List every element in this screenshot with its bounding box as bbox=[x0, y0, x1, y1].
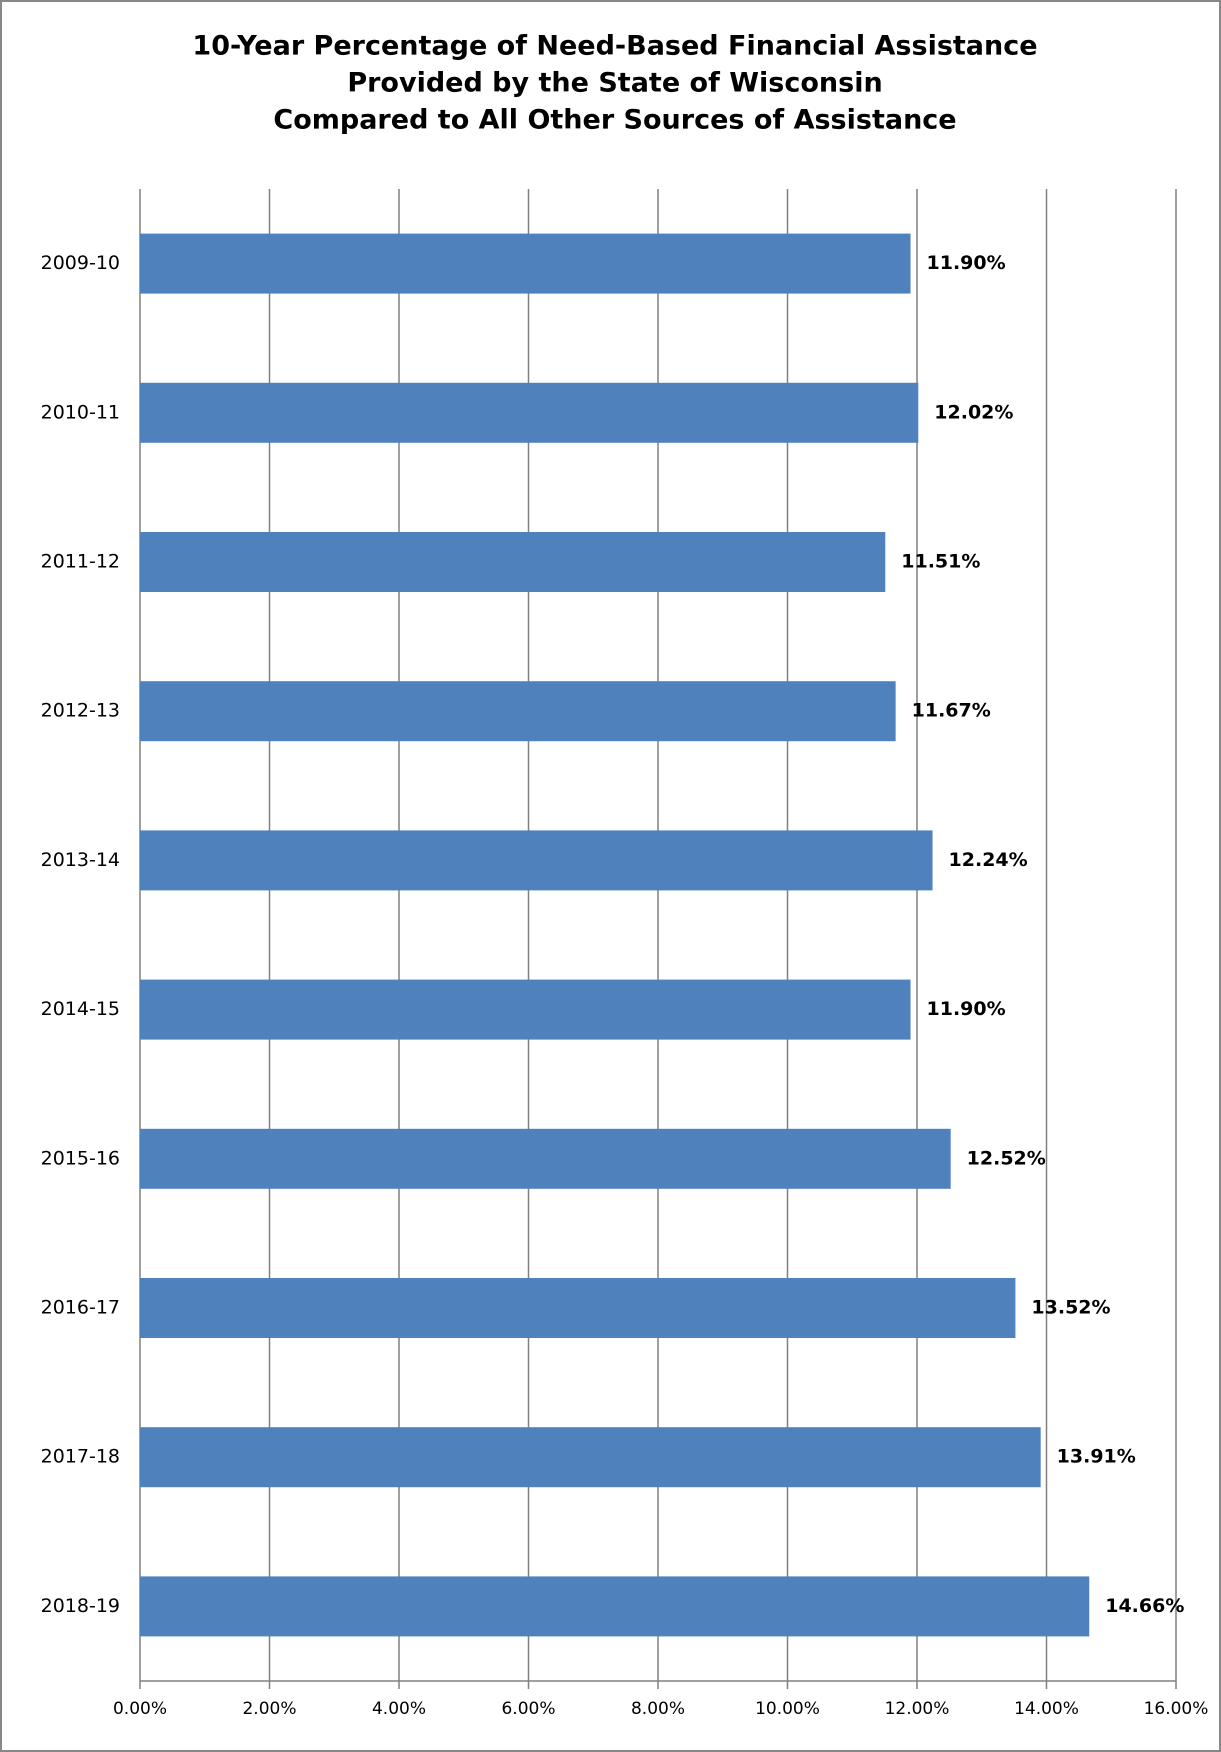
value-label: 13.91% bbox=[1057, 1446, 1136, 1468]
y-tick-label: 2018-19 bbox=[41, 1595, 120, 1617]
y-tick-label: 2011-12 bbox=[41, 551, 120, 573]
value-label: 11.51% bbox=[901, 551, 980, 573]
x-tick-label: 6.00% bbox=[501, 1699, 555, 1719]
chart-title: Provided by the State of Wisconsin bbox=[347, 68, 882, 99]
bar bbox=[140, 1278, 1016, 1338]
x-tick-label: 4.00% bbox=[372, 1699, 426, 1719]
y-tick-label: 2016-17 bbox=[41, 1297, 120, 1319]
y-tick-label: 2012-13 bbox=[41, 700, 120, 722]
bar bbox=[140, 233, 911, 294]
bar bbox=[140, 830, 933, 891]
bar bbox=[140, 681, 896, 742]
y-tick-label: 2015-16 bbox=[41, 1147, 120, 1169]
value-label: 11.90% bbox=[927, 998, 1006, 1020]
y-tick-label: 2010-11 bbox=[41, 401, 120, 423]
bar bbox=[140, 979, 911, 1040]
x-tick-label: 10.00% bbox=[755, 1699, 820, 1719]
x-tick-label: 14.00% bbox=[1014, 1699, 1079, 1719]
bar bbox=[140, 1576, 1090, 1637]
bar bbox=[140, 382, 919, 443]
x-tick-label: 0.00% bbox=[113, 1699, 167, 1719]
x-tick-label: 2.00% bbox=[242, 1699, 296, 1719]
bar bbox=[140, 532, 886, 592]
value-label: 12.52% bbox=[967, 1147, 1046, 1169]
bar bbox=[140, 1427, 1041, 1488]
value-label: 12.02% bbox=[934, 401, 1013, 423]
value-label: 12.24% bbox=[949, 849, 1028, 871]
chart-title: Compared to All Other Sources of Assista… bbox=[273, 105, 956, 136]
value-label: 11.67% bbox=[912, 700, 991, 722]
x-tick-label: 16.00% bbox=[1144, 1699, 1209, 1719]
chart-title: 10-Year Percentage of Need-Based Financi… bbox=[192, 31, 1037, 62]
value-label: 14.66% bbox=[1105, 1595, 1184, 1617]
x-tick-label: 8.00% bbox=[631, 1699, 685, 1719]
y-tick-label: 2013-14 bbox=[41, 849, 120, 871]
y-tick-label: 2009-10 bbox=[41, 252, 120, 274]
x-tick-label: 12.00% bbox=[885, 1699, 950, 1719]
value-label: 13.52% bbox=[1031, 1297, 1110, 1319]
y-tick-label: 2014-15 bbox=[41, 998, 120, 1020]
y-tick-label: 2017-18 bbox=[41, 1446, 120, 1468]
bar bbox=[140, 1128, 951, 1189]
value-label: 11.90% bbox=[927, 252, 1006, 274]
